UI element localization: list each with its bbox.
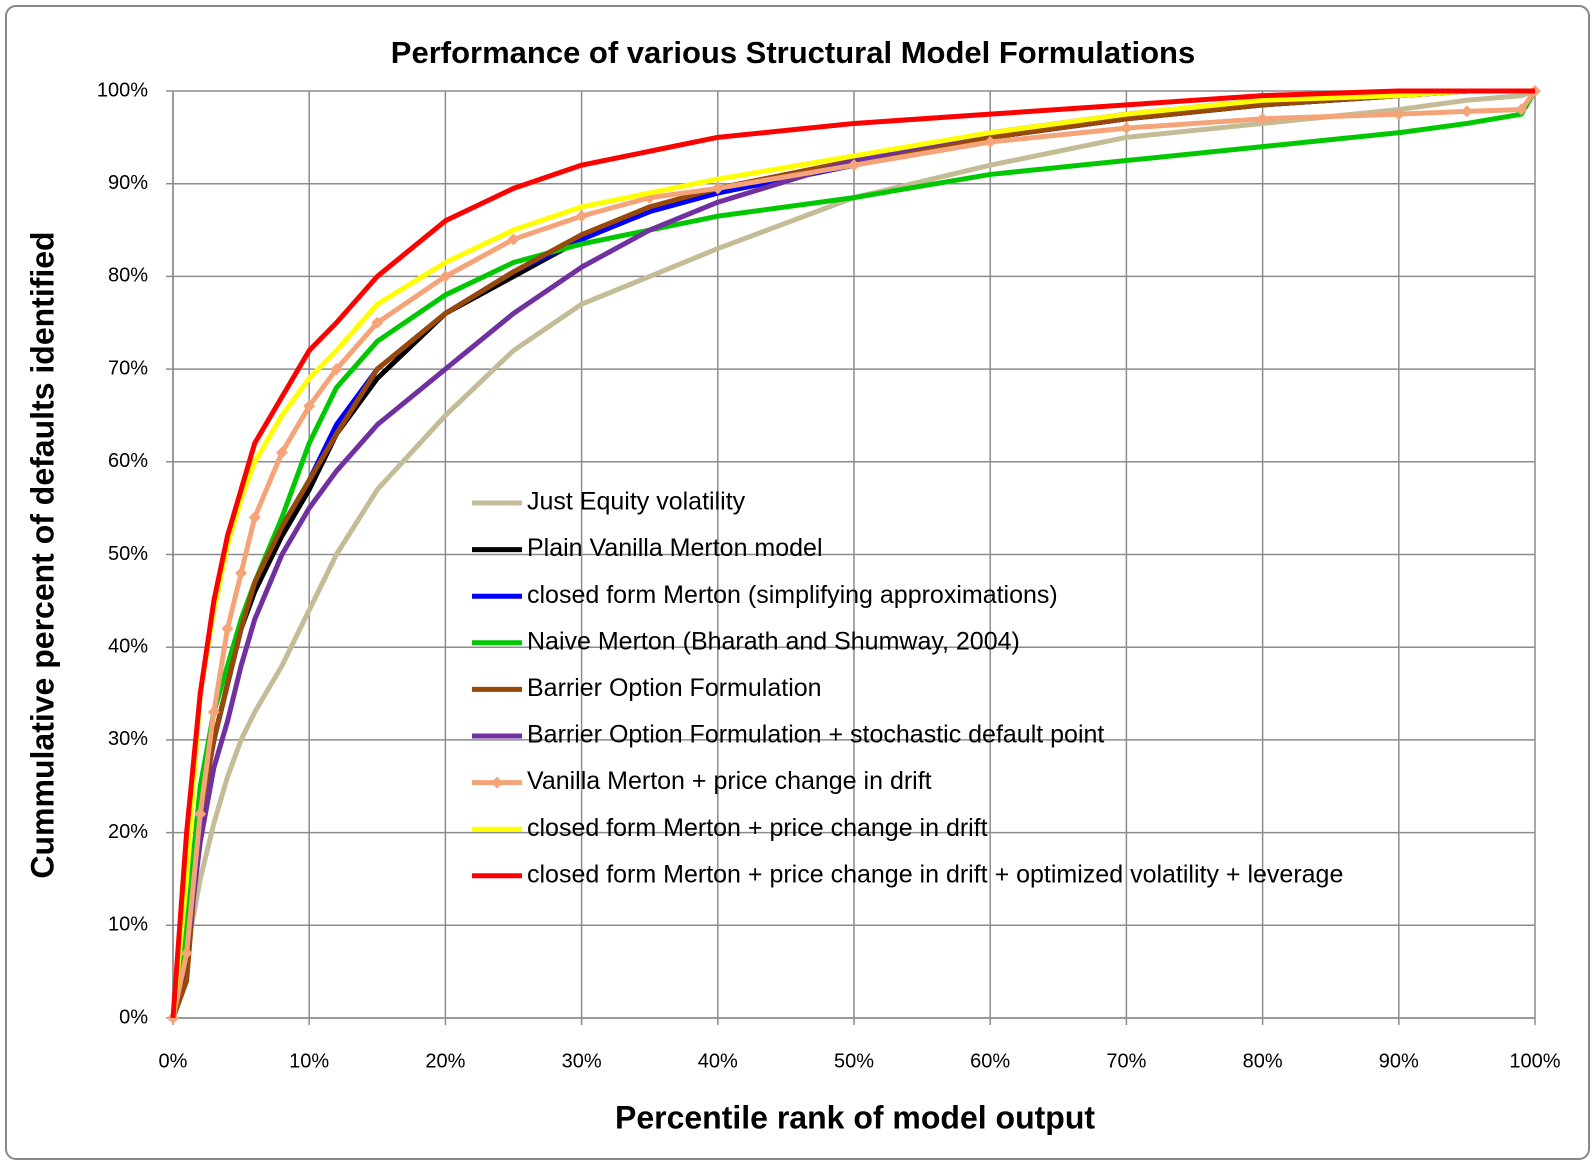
y-tick-label: 90% <box>108 172 148 194</box>
x-tick-label: 80% <box>1243 1050 1283 1072</box>
legend-label: Plain Vanilla Merton model <box>527 534 823 562</box>
legend-label: Barrier Option Formulation + stochastic … <box>527 721 1104 749</box>
x-tick-label: 60% <box>970 1050 1010 1072</box>
legend-marker <box>491 776 503 789</box>
legend-label: closed form Merton + price change in dri… <box>527 814 988 842</box>
legend-label: closed form Merton (simplifying approxim… <box>527 581 1058 609</box>
chart-title: Performance of various Structural Model … <box>391 35 1195 70</box>
x-tick-label: 70% <box>1106 1050 1146 1072</box>
marker <box>275 446 288 459</box>
x-tick-label: 50% <box>834 1050 874 1072</box>
marker <box>711 182 724 195</box>
marker <box>1256 112 1269 125</box>
series-line <box>170 89 1538 1019</box>
legend-label: Vanilla Merton + price change in drift <box>527 767 932 795</box>
marker <box>575 210 588 223</box>
marker <box>1515 103 1528 116</box>
legend-label: Barrier Option Formulation <box>527 674 822 702</box>
y-axis-label: Cummulative percent of defaults identifi… <box>24 231 60 878</box>
x-tick-label: 10% <box>289 1050 329 1072</box>
x-tick-label: 90% <box>1379 1050 1419 1072</box>
x-tick-label: 40% <box>698 1050 738 1072</box>
chart-border <box>5 5 1590 1160</box>
y-tick-label: 40% <box>108 635 148 657</box>
legend-label: Naive Merton (Bharath and Shumway, 2004) <box>527 627 1020 655</box>
legend-label: closed form Merton + price change in dri… <box>527 860 1343 888</box>
series-line <box>170 89 1538 1019</box>
x-tick-label: 0% <box>159 1050 188 1072</box>
x-axis-label: Percentile rank of model output <box>615 1099 1095 1135</box>
y-tick-label: 20% <box>108 821 148 843</box>
y-tick-label: 70% <box>108 357 148 379</box>
marker <box>1460 105 1473 118</box>
x-tick-label: 20% <box>425 1050 465 1072</box>
series-line <box>170 88 1536 1019</box>
legend: Just Equity volatility Plain Vanilla Mert… <box>472 488 1343 888</box>
marker <box>303 400 316 413</box>
marker <box>180 947 193 960</box>
marker <box>248 511 261 524</box>
marker <box>221 622 234 635</box>
marker <box>439 270 452 283</box>
y-tick-label: 60% <box>108 450 148 472</box>
series-line <box>170 88 1535 1019</box>
marker <box>207 706 220 719</box>
marker <box>984 135 997 148</box>
marker <box>330 363 343 376</box>
plot <box>167 85 1541 1024</box>
x-tick-label: 30% <box>562 1050 602 1072</box>
x-tick-label: 100% <box>1509 1050 1560 1072</box>
marker <box>507 233 520 246</box>
marker <box>1392 108 1405 121</box>
marker <box>1120 122 1133 135</box>
marker <box>235 567 248 580</box>
marker <box>371 316 384 329</box>
y-tick-label: 0% <box>119 1006 148 1028</box>
y-tick-label: 80% <box>108 265 148 287</box>
y-tick-label: 50% <box>108 543 148 565</box>
grid: 0% 10% 20% 30% 40% 50% 60% 70% 80% 90% 100% 0% 10% 20… <box>97 79 1561 1072</box>
y-tick-label: 30% <box>108 728 148 750</box>
legend-label: Just Equity volatility <box>527 488 746 516</box>
y-tick-label: 100% <box>97 79 148 101</box>
marker <box>194 808 207 821</box>
y-tick-label: 10% <box>108 914 148 936</box>
series-line <box>170 88 1535 1019</box>
marker <box>848 159 860 172</box>
